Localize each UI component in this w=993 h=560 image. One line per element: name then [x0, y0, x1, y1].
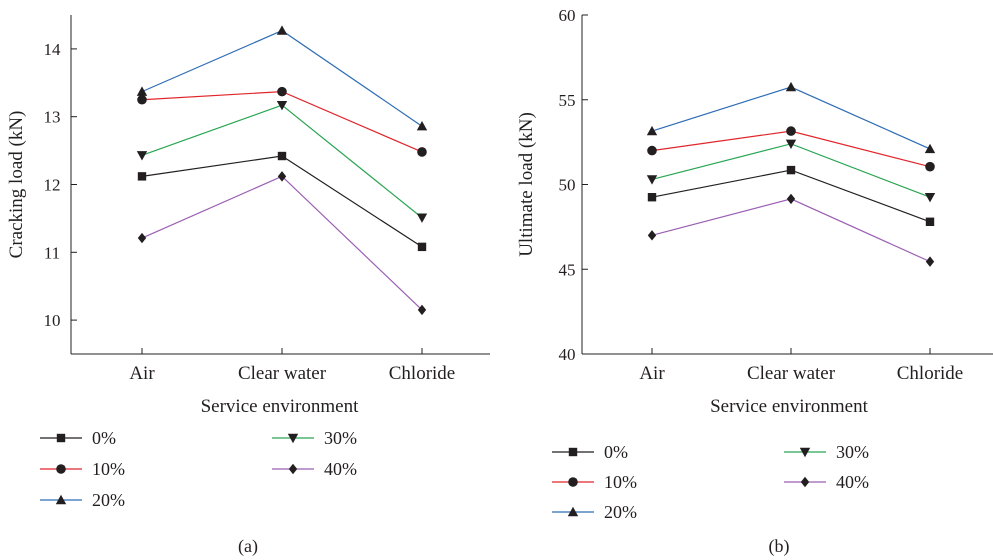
data-point — [925, 161, 935, 172]
series-30pct — [646, 139, 936, 203]
legend-label: 20% — [604, 502, 637, 522]
data-point — [786, 193, 796, 205]
data-point — [924, 193, 936, 203]
legend-label: 40% — [836, 472, 869, 492]
series-0pct — [647, 165, 935, 226]
series-40pct — [647, 193, 935, 267]
legend-label: 0% — [92, 428, 116, 448]
y-tick-label: 12 — [44, 176, 61, 195]
series-20pct — [136, 25, 428, 131]
x-tick-label: Clear water — [238, 363, 327, 384]
series-20pct — [646, 81, 936, 154]
chart-panel-b: 40 45 50 55 60 Air Clear water Chloride Service … — [516, 6, 993, 557]
y-tick-label: 14 — [44, 40, 62, 59]
legend-label: 40% — [324, 459, 357, 479]
data-point — [785, 81, 797, 92]
data-point — [137, 94, 147, 105]
legend-marker — [567, 506, 579, 517]
data-point — [786, 126, 796, 136]
x-tick-label: Chloride — [389, 363, 456, 384]
data-point — [785, 139, 797, 150]
legend-marker — [568, 447, 578, 457]
y-tick-label: 10 — [44, 311, 61, 330]
data-point — [646, 175, 658, 185]
legend-marker — [55, 494, 67, 505]
data-point — [786, 165, 796, 175]
series-40pct — [137, 171, 427, 316]
series-line — [141, 175, 423, 311]
x-axis-title: Service environment — [710, 396, 868, 417]
series-line — [141, 155, 423, 248]
y-tick-label: 50 — [559, 176, 576, 195]
data-point — [277, 86, 287, 97]
legend-marker — [287, 433, 299, 444]
series-0pct — [137, 151, 427, 252]
data-point — [277, 171, 287, 182]
series-30pct — [136, 100, 428, 223]
legend: 0% 10% 20% 30% 40% — [40, 428, 357, 510]
legend-label: 10% — [92, 459, 125, 479]
legend-marker — [799, 447, 811, 458]
series-line — [141, 91, 423, 153]
data-point — [276, 100, 288, 111]
data-point — [137, 232, 147, 244]
panel-label: (a) — [238, 536, 258, 557]
y-axis-title: Cracking load (kN) — [6, 111, 27, 259]
data-point — [136, 86, 148, 96]
data-point — [416, 120, 428, 131]
data-point — [417, 304, 427, 316]
data-point — [646, 125, 658, 136]
data-point — [647, 193, 657, 202]
x-tick-label: Air — [639, 363, 665, 384]
legend-marker — [800, 476, 810, 488]
x-tick-label: Chloride — [897, 363, 964, 384]
series-10pct — [137, 86, 427, 157]
panel-label: (b) — [769, 536, 790, 557]
series-line — [651, 198, 931, 263]
legend-label: 20% — [92, 490, 125, 510]
data-point — [924, 143, 936, 154]
legend-marker — [568, 477, 578, 487]
legend-label: 0% — [604, 442, 628, 462]
data-point — [647, 230, 657, 241]
y-tick-label: 40 — [559, 345, 576, 364]
x-axis-title: Service environment — [201, 396, 359, 417]
legend-label: 10% — [604, 472, 637, 492]
chart-panel-a: 10 11 12 13 14 Air Clear water Chloride Service … — [6, 15, 490, 557]
legend-marker — [288, 463, 298, 475]
data-point — [137, 172, 147, 181]
data-point — [417, 242, 427, 252]
data-point — [277, 151, 287, 161]
data-point — [417, 147, 427, 157]
legend: 0% 10% 20% 30% 40% — [552, 442, 869, 522]
legend-label: 30% — [324, 428, 357, 448]
legend-marker — [56, 464, 66, 474]
y-tick-label: 45 — [559, 260, 576, 279]
data-point — [647, 145, 657, 156]
y-tick-label: 55 — [559, 91, 576, 110]
legend-label: 30% — [836, 442, 869, 462]
data-point — [925, 256, 935, 267]
y-tick-label: 60 — [559, 6, 576, 25]
series-line — [141, 104, 423, 219]
y-tick-label: 13 — [44, 108, 61, 127]
series-10pct — [647, 126, 935, 172]
data-point — [276, 25, 288, 35]
series-line — [141, 29, 423, 127]
data-point — [925, 217, 935, 226]
data-point — [416, 213, 428, 223]
x-tick-label: Clear water — [747, 363, 836, 384]
y-tick-label: 11 — [44, 243, 60, 262]
y-axis-title: Ultimate load (kN) — [516, 112, 537, 257]
x-tick-label: Air — [129, 363, 155, 384]
data-point — [136, 151, 148, 161]
legend-marker — [56, 433, 66, 443]
